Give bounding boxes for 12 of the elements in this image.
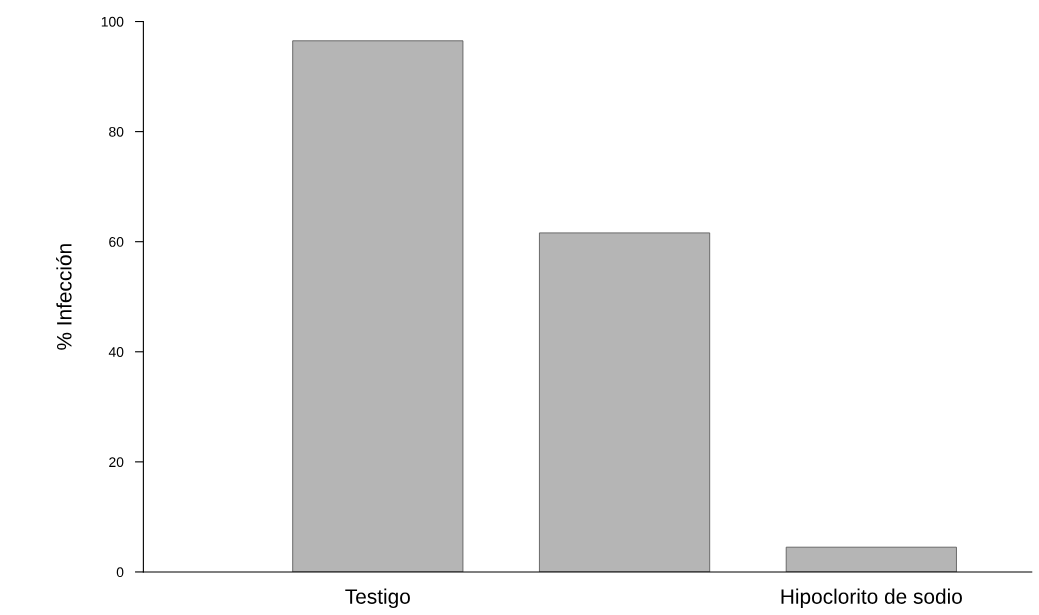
bar	[785, 546, 957, 572]
y-tick-label: 20	[109, 457, 124, 468]
y-tick-label: 60	[109, 237, 124, 247]
bar	[539, 232, 711, 572]
x-tick-label: Testigo	[345, 588, 410, 609]
y-tick-label: 100	[101, 16, 124, 27]
x-tick-label: Hipoclorito de sodio	[781, 588, 962, 609]
bar	[292, 40, 464, 572]
y-tick-label: 40	[108, 347, 124, 357]
y-tick-label: 80	[109, 126, 124, 137]
y-tick-label: 0	[116, 567, 124, 578]
y-axis-title: % Infección	[56, 244, 72, 350]
